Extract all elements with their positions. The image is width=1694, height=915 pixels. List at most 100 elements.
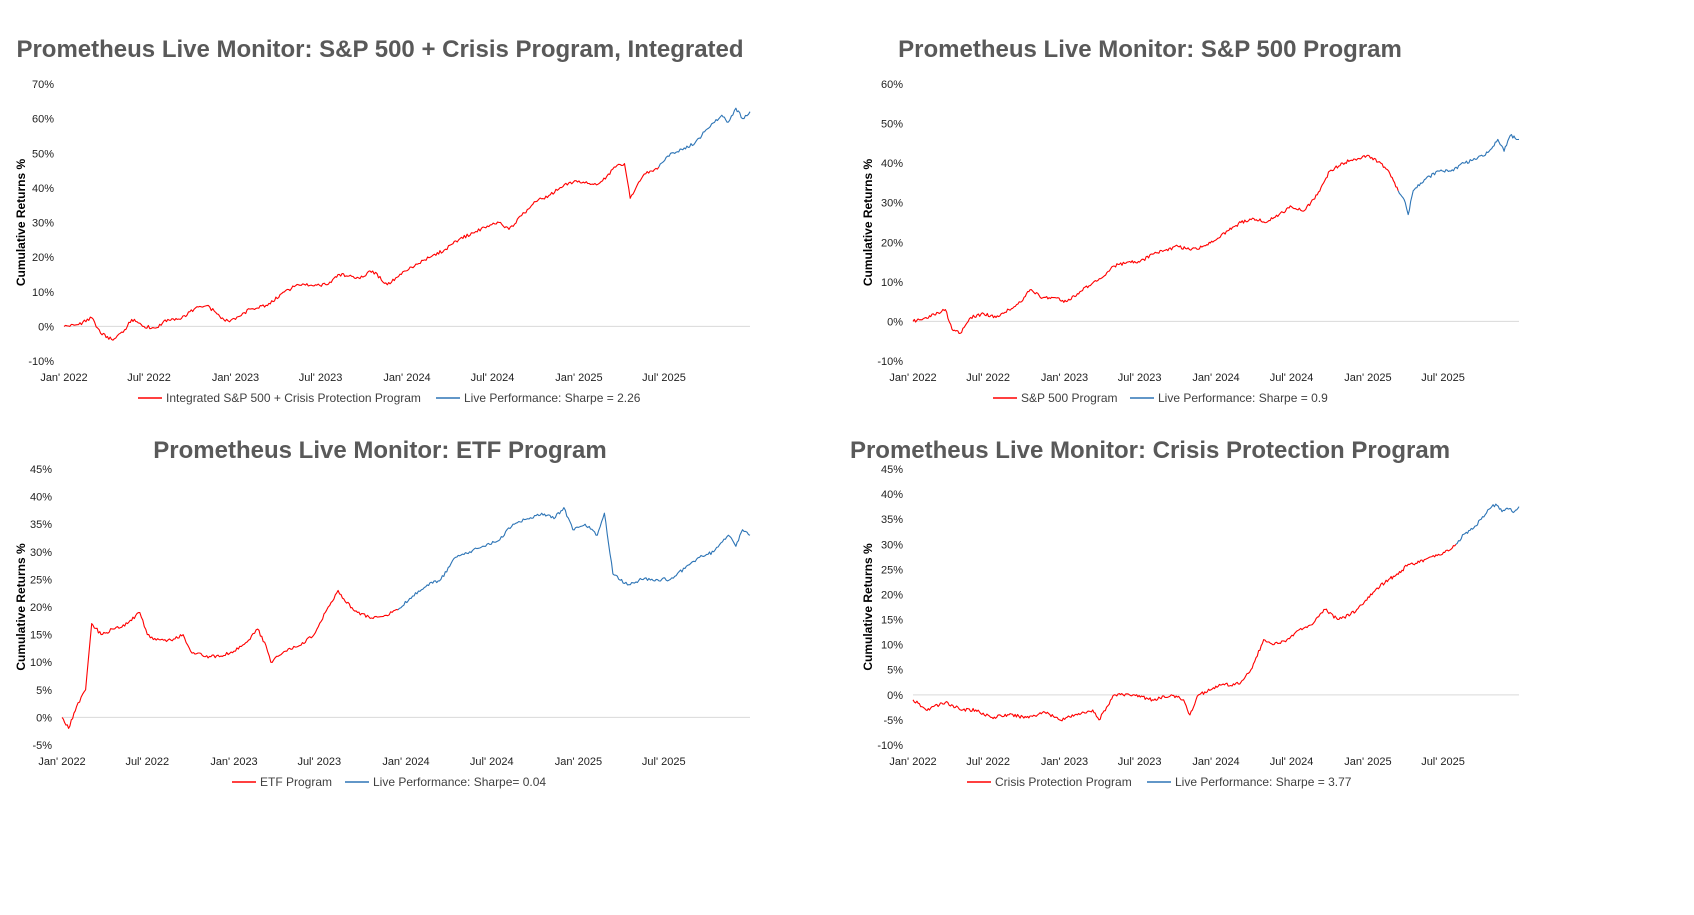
y-tick-label: 5% [887,665,903,677]
y-tick-label: 60% [881,79,903,91]
y-tick-label: 40% [881,489,903,501]
chart-title: Prometheus Live Monitor: S&P 500 + Crisi… [16,36,743,63]
legend-label: Integrated S&P 500 + Crisis Protection P… [166,391,421,405]
y-tick-label: 0% [36,712,52,724]
y-axis-label: Cumulative Returns % [861,543,875,671]
y-axis-label: Cumulative Returns % [14,158,28,286]
legend-label: Live Performance: Sharpe = 0.9 [1158,391,1328,405]
y-tick-label: 50% [881,119,903,131]
y-tick-label: 10% [32,287,54,299]
y-tick-label: 20% [30,602,52,614]
y-tick-label: 20% [881,237,903,249]
x-tick-label: Jan' 2022 [889,756,936,768]
y-tick-label: 0% [887,690,903,702]
y-tick-label: 45% [881,464,903,476]
x-tick-label: Jul' 2025 [1421,756,1465,768]
legend-label: Live Performance: Sharpe= 0.04 [373,775,546,789]
y-tick-label: 10% [30,657,52,669]
y-tick-label: 30% [30,547,52,559]
y-tick-label: -10% [877,740,903,752]
x-tick-label: Jul' 2022 [966,756,1010,768]
y-tick-label: 15% [881,615,903,627]
x-tick-label: Jul' 2022 [125,756,169,768]
x-tick-label: Jul' 2025 [1421,372,1465,384]
y-tick-label: 40% [30,492,52,504]
chart-title: Prometheus Live Monitor: Crisis Protecti… [850,437,1450,464]
legend-label: Live Performance: Sharpe = 2.26 [464,391,641,405]
series-line-live [1397,134,1520,216]
chart-title: Prometheus Live Monitor: S&P 500 Program [898,36,1402,63]
y-tick-label: 50% [32,148,54,160]
x-tick-label: Jan' 2023 [210,756,257,768]
x-tick-label: Jan' 2024 [383,372,430,384]
y-tick-label: 40% [881,158,903,170]
x-tick-label: Jul' 2025 [642,372,686,384]
chart-panel-sp500: Prometheus Live Monitor: S&P 500 Program… [847,0,1694,457]
y-tick-label: -5% [883,715,903,727]
y-tick-label: 25% [30,574,52,586]
chart-svg: Prometheus Live Monitor: Crisis Protecti… [850,437,1520,789]
x-tick-label: Jan' 2025 [555,756,602,768]
y-tick-label: 30% [881,198,903,210]
x-tick-label: Jul' 2024 [471,372,515,384]
series-line-history [61,589,399,729]
y-axis-label: Cumulative Returns % [14,543,28,671]
x-tick-label: Jan' 2022 [889,372,936,384]
x-tick-label: Jan' 2023 [1041,756,1088,768]
y-tick-label: 70% [32,79,54,91]
legend-label: Live Performance: Sharpe = 3.77 [1175,775,1352,789]
y-tick-label: 10% [881,277,903,289]
x-tick-label: Jul' 2023 [299,372,343,384]
y-tick-label: -10% [877,356,903,368]
y-tick-label: 20% [32,252,54,264]
y-tick-label: 5% [36,685,52,697]
legend-label: Crisis Protection Program [995,775,1132,789]
x-tick-label: Jul' 2023 [1118,756,1162,768]
x-tick-label: Jul' 2023 [1118,372,1162,384]
y-tick-label: 45% [30,464,52,476]
x-tick-label: Jan' 2025 [1344,756,1391,768]
series-line-history [912,543,1457,722]
chart-panel-crisis: Prometheus Live Monitor: Crisis Protecti… [847,437,1694,894]
series-line-live [1455,503,1520,545]
x-tick-label: Jul' 2022 [127,372,171,384]
chart-panel-etf: Prometheus Live Monitor: ETF Program -5% 0… [0,437,847,894]
x-tick-label: Jul' 2024 [1270,756,1314,768]
x-tick-label: Jan' 2022 [40,372,87,384]
x-tick-label: Jan' 2024 [1192,372,1239,384]
x-tick-label: Jul' 2024 [1270,372,1314,384]
legend-label: ETF Program [260,775,332,789]
x-tick-label: Jan' 2025 [555,372,602,384]
x-tick-label: Jul' 2025 [642,756,686,768]
legend-label: S&P 500 Program [1021,391,1118,405]
y-tick-label: -5% [32,740,52,752]
x-tick-label: Jan' 2022 [38,756,85,768]
x-tick-label: Jan' 2023 [1041,372,1088,384]
series-line-history [63,163,660,341]
y-tick-label: 60% [32,114,54,126]
y-tick-label: 0% [38,321,54,333]
y-tick-label: 20% [881,589,903,601]
x-tick-label: Jan' 2024 [1192,756,1239,768]
chart-panel-integrated: Prometheus Live Monitor: S&P 500 + Crisi… [0,0,847,457]
y-tick-label: 40% [32,183,54,195]
x-tick-label: Jan' 2024 [382,756,429,768]
y-tick-label: -10% [28,356,54,368]
chart-svg: Prometheus Live Monitor: S&P 500 Program… [861,36,1520,405]
chart-title: Prometheus Live Monitor: ETF Program [153,437,606,464]
x-tick-label: Jul' 2023 [297,756,341,768]
x-tick-label: Jan' 2025 [1344,372,1391,384]
chart-svg: Prometheus Live Monitor: ETF Program -5% 0… [14,437,751,789]
y-tick-label: 35% [881,514,903,526]
y-axis-label: Cumulative Returns % [861,158,875,286]
y-tick-label: 35% [30,519,52,531]
y-tick-label: 0% [887,316,903,328]
y-tick-label: 15% [30,630,52,642]
x-tick-label: Jul' 2024 [470,756,514,768]
y-tick-label: 30% [881,539,903,551]
series-line-history [912,154,1399,335]
y-tick-label: 10% [881,640,903,652]
x-tick-label: Jan' 2023 [212,372,259,384]
y-tick-label: 25% [881,564,903,576]
series-line-live [397,507,751,611]
